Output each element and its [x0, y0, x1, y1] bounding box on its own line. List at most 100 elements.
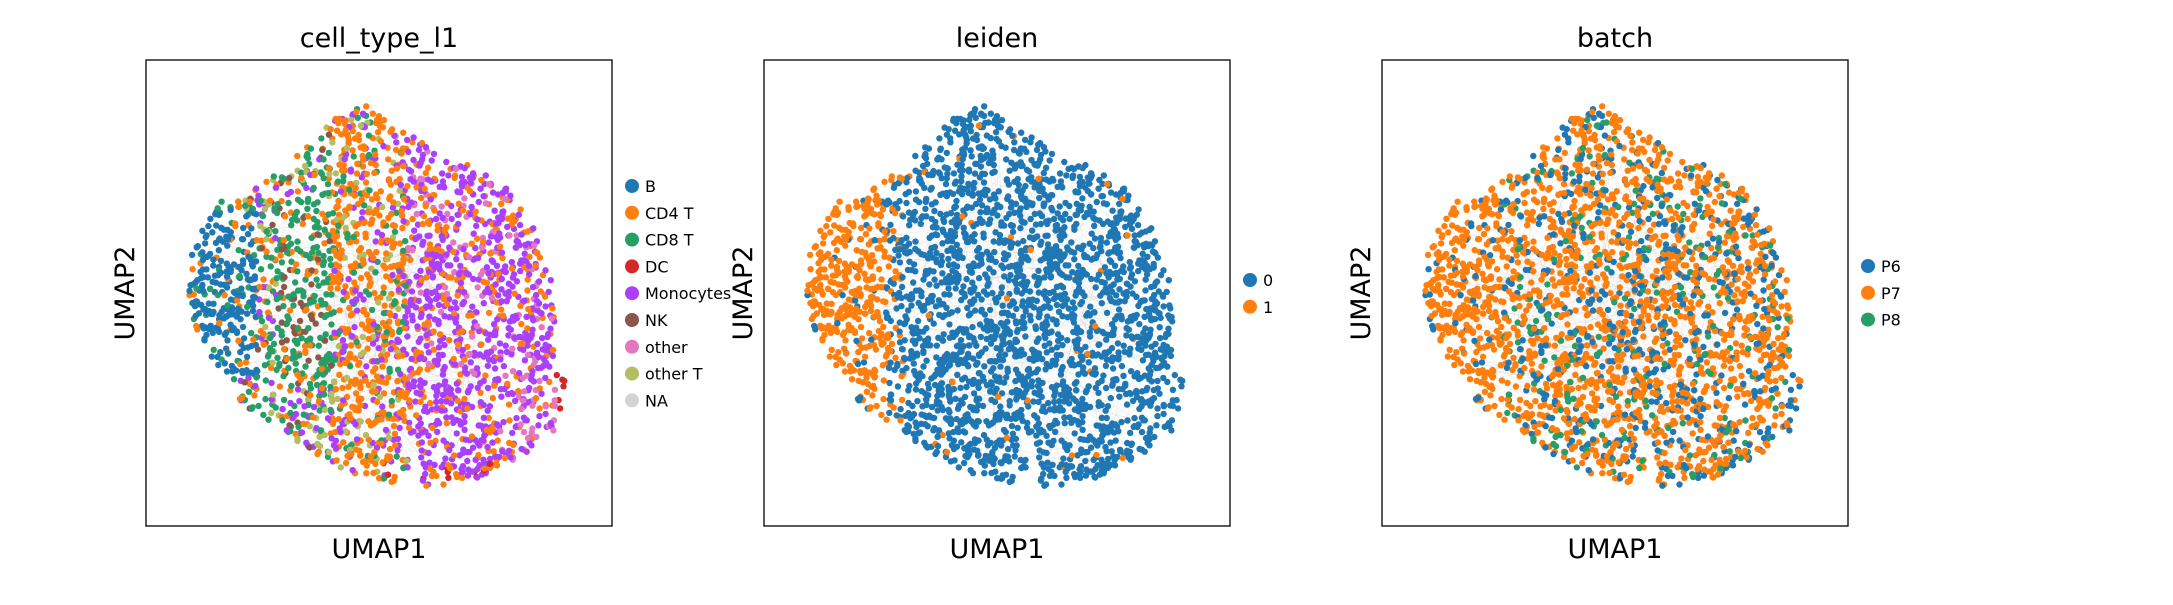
cell-point	[453, 305, 459, 311]
cell-point	[480, 239, 486, 245]
cell-point	[821, 232, 827, 238]
cell-point	[499, 216, 505, 222]
cell-point	[478, 423, 484, 429]
cell-point	[438, 254, 444, 260]
cell-point	[892, 268, 898, 274]
cell-point	[1167, 315, 1173, 321]
cell-point	[340, 397, 346, 403]
cell-point	[514, 278, 520, 284]
cell-point	[1151, 434, 1157, 440]
cell-point	[442, 284, 448, 290]
cell-point	[287, 400, 293, 406]
cell-point	[461, 427, 467, 433]
cell-point	[1045, 440, 1051, 446]
cell-point	[544, 334, 550, 340]
cell-point	[951, 386, 957, 392]
cell-point	[1046, 260, 1052, 266]
cell-point	[878, 276, 884, 282]
cell-point	[437, 331, 443, 337]
cell-point	[481, 465, 487, 471]
cell-point	[265, 417, 271, 423]
cell-point	[1178, 383, 1184, 389]
cell-point	[221, 292, 227, 298]
cell-point	[1015, 188, 1021, 194]
panel-title: leiden	[956, 23, 1038, 54]
cell-point	[215, 272, 221, 278]
cell-point	[989, 358, 995, 364]
cell-point	[410, 370, 416, 376]
cell-point	[444, 301, 450, 307]
cell-point	[1092, 440, 1098, 446]
cell-point	[379, 403, 385, 409]
cell-point	[1116, 394, 1122, 400]
cell-point	[282, 213, 288, 219]
cell-point	[1003, 215, 1009, 221]
cell-point	[344, 375, 350, 381]
cell-point	[1057, 170, 1063, 176]
cell-point	[320, 156, 326, 162]
cell-point	[361, 202, 367, 208]
cell-point	[495, 292, 501, 298]
cell-point	[345, 276, 351, 282]
cell-point	[508, 351, 514, 357]
cell-point	[500, 313, 506, 319]
cell-point	[218, 258, 224, 264]
cell-point	[914, 352, 920, 358]
cell-point	[423, 483, 429, 489]
cell-point	[354, 307, 360, 313]
cell-point	[243, 213, 249, 219]
cell-point	[240, 225, 246, 231]
cell-point	[509, 430, 515, 436]
cell-point	[963, 326, 969, 332]
cell-point	[307, 255, 313, 261]
cell-point	[456, 330, 462, 336]
cell-point	[335, 285, 341, 291]
cell-point	[423, 170, 429, 176]
cell-point	[891, 281, 897, 287]
cell-point	[216, 212, 222, 218]
legend-label: B	[645, 177, 656, 196]
cell-point	[340, 337, 346, 343]
cell-point	[336, 307, 342, 313]
cell-point	[235, 292, 241, 298]
cell-point	[210, 309, 216, 315]
cell-point	[386, 366, 392, 372]
cell-point	[317, 335, 323, 341]
cell-point	[469, 312, 475, 318]
cell-point	[253, 258, 259, 264]
cell-point	[316, 398, 322, 404]
cell-point	[552, 397, 558, 403]
cell-point	[288, 189, 294, 195]
cell-point	[392, 229, 398, 235]
cell-point	[1031, 412, 1037, 418]
cell-point	[241, 335, 247, 341]
cell-point	[903, 365, 909, 371]
cell-point	[315, 250, 321, 256]
cell-point	[384, 329, 390, 335]
cell-point	[827, 229, 833, 235]
cell-point	[1143, 306, 1149, 312]
cell-point	[1074, 452, 1080, 458]
cell-point	[498, 394, 504, 400]
cell-point	[497, 428, 503, 434]
cell-point	[218, 281, 224, 287]
cell-point	[366, 336, 372, 342]
cell-point	[416, 298, 422, 304]
cell-point	[450, 239, 456, 245]
cell-point	[970, 287, 976, 293]
cell-point	[906, 383, 912, 389]
cell-point	[534, 341, 540, 347]
cell-point	[424, 233, 430, 239]
cell-point	[999, 284, 1005, 290]
cell-point	[400, 392, 406, 398]
cell-point	[435, 246, 441, 252]
cell-point	[258, 197, 264, 203]
cell-point	[463, 270, 469, 276]
cell-point	[326, 132, 332, 138]
cell-point	[945, 407, 951, 413]
cell-point	[245, 231, 251, 237]
cell-point	[304, 206, 310, 212]
cell-point	[1070, 316, 1076, 322]
cell-point	[405, 149, 411, 155]
cell-point	[469, 333, 475, 339]
